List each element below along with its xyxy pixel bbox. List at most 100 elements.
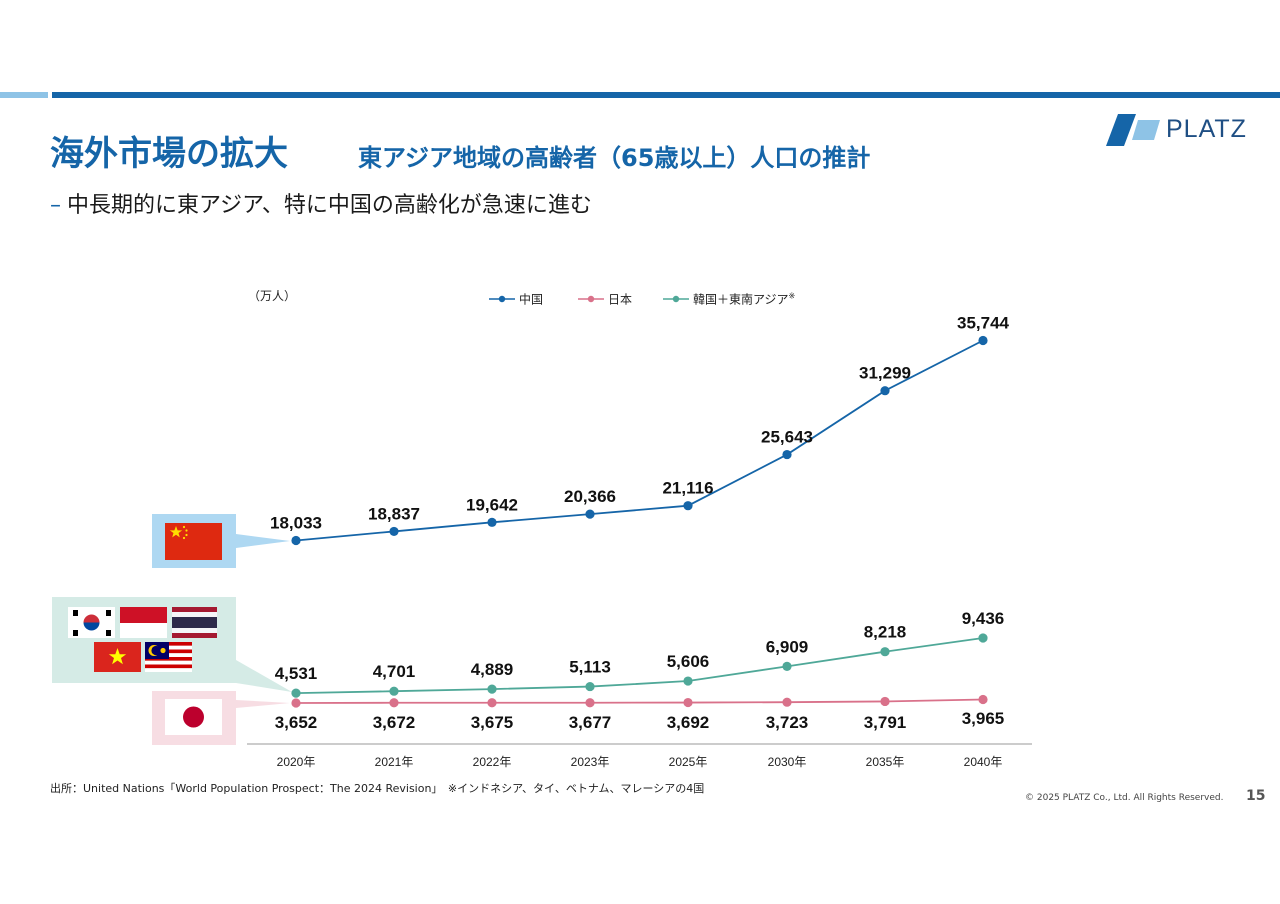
data-point — [880, 647, 890, 657]
page-title: 海外市場の拡大 — [50, 134, 288, 174]
data-label: 21,116 — [662, 479, 713, 498]
key-message: – 中長期的に東アジア、特に中国の高齢化が急速に進む — [50, 187, 592, 219]
header-rule-accent — [0, 92, 48, 98]
data-point — [585, 509, 595, 519]
data-point — [880, 386, 890, 396]
data-point — [782, 697, 792, 707]
kr-blue — [83, 622, 100, 631]
my-stripe-7 — [145, 668, 192, 672]
data-label: 18,837 — [368, 504, 420, 523]
th-blue — [172, 617, 217, 628]
platz-logo-mark — [1106, 114, 1160, 146]
legend-marker — [587, 295, 595, 303]
data-point — [978, 633, 988, 643]
bullet-marker: – — [50, 193, 61, 218]
x-tick-label: 2023年 — [571, 755, 610, 769]
legend-marker — [672, 295, 680, 303]
kr-trigram-1 — [106, 610, 111, 616]
data-point — [389, 698, 399, 708]
kr-trigram-2 — [73, 630, 78, 636]
legend-label: 中国 — [519, 292, 543, 307]
data-point — [585, 698, 595, 708]
star-small-3 — [182, 536, 186, 540]
data-label: 3,672 — [373, 713, 416, 732]
data-point — [389, 686, 399, 696]
china-flag — [165, 523, 222, 560]
data-point — [389, 526, 399, 537]
my-stripe-5 — [145, 660, 192, 665]
vietnam-flag — [94, 642, 141, 672]
data-label: 25,643 — [761, 428, 813, 447]
data-label: 8,218 — [864, 623, 907, 642]
data-label: 3,675 — [471, 713, 514, 732]
id-white — [120, 623, 167, 638]
my-stripe-6 — [145, 664, 192, 669]
x-tick-label: 2030年 — [768, 755, 807, 769]
data-label: 18,033 — [270, 514, 322, 533]
series-0: 18,033 18,837 19,642 20,366 21,116 25,643 31,2… — [270, 314, 1010, 546]
legend-marker — [498, 295, 506, 303]
data-label: 35,744 — [957, 314, 1010, 333]
data-point — [880, 696, 890, 707]
page-subtitle: 東アジア地域の高齢者（65歳以上）人口の推計 — [358, 144, 871, 172]
kr-trigram-0 — [73, 610, 78, 616]
data-label: 19,642 — [466, 495, 518, 514]
data-point — [782, 661, 792, 671]
page-number: 15 — [1246, 788, 1266, 804]
kr-red — [83, 614, 100, 623]
data-label: 5,113 — [569, 658, 611, 677]
data-point — [585, 681, 595, 692]
platz-logo-text: PLATZ — [1166, 115, 1247, 143]
data-label: 3,965 — [962, 709, 1005, 728]
legend-label: 日本 — [608, 293, 632, 307]
data-point — [978, 335, 988, 346]
platz-logo: PLATZ — [1104, 112, 1254, 148]
indonesia-flag — [120, 607, 167, 638]
my-star — [160, 647, 166, 654]
header-rule — [0, 92, 1280, 98]
data-point — [978, 694, 988, 705]
data-label: 4,531 — [275, 664, 318, 683]
data-label: 4,701 — [373, 662, 416, 681]
data-label: 3,791 — [864, 713, 907, 732]
thailand-flag — [172, 607, 217, 638]
series-line — [295, 637, 984, 695]
data-label: 9,436 — [962, 609, 1005, 628]
data-label: 20,366 — [564, 487, 616, 506]
data-point — [487, 684, 497, 694]
series-line — [295, 698, 984, 704]
data-label: 4,889 — [471, 660, 514, 679]
south-korea-flag — [68, 607, 115, 638]
malaysia-flag — [145, 642, 192, 672]
legend-label: 韓国＋東南アジア※ — [693, 292, 795, 307]
star-small-2 — [185, 533, 188, 537]
data-point — [291, 535, 301, 546]
unit-label: （万人） — [248, 289, 296, 303]
data-label: 31,299 — [859, 364, 911, 383]
vn-star — [108, 648, 127, 665]
data-label: 3,692 — [667, 713, 710, 732]
series-line — [295, 339, 984, 542]
header-rule-main — [52, 92, 1280, 98]
series-2: 4,531 4,701 4,889 5,113 5,606 6,909 8,218 9,436 — [275, 609, 1005, 698]
data-point — [683, 697, 693, 708]
x-tick-label: 2040年 — [964, 755, 1003, 769]
key-message-text: 中長期的に東アジア、特に中国の高齢化が急速に進む — [67, 193, 592, 218]
data-point — [487, 517, 497, 527]
japan-sun — [183, 706, 204, 728]
x-tick-label: 2022年 — [473, 755, 512, 769]
star-small-1 — [185, 529, 188, 532]
kr-trigram-3 — [106, 630, 111, 636]
my-crescent-cut — [151, 645, 161, 656]
series-1: 3,652 3,672 3,675 3,677 3,692 3,723 3,791 3,965 — [275, 694, 1005, 732]
copyright: © 2025 PLATZ Co., Ltd. All Rights Reserv… — [1025, 793, 1224, 803]
legend-item-2: 韓国＋東南アジア※ — [663, 292, 795, 307]
legend-item-1: 日本 — [578, 293, 632, 307]
legend-item-0: 中国 — [489, 292, 543, 307]
data-point — [291, 698, 301, 708]
x-tick-label: 2025年 — [669, 755, 708, 769]
data-point — [683, 676, 693, 686]
data-label: 6,909 — [766, 637, 809, 656]
source-note: 出所：United Nations「World Population Prosp… — [50, 782, 705, 795]
